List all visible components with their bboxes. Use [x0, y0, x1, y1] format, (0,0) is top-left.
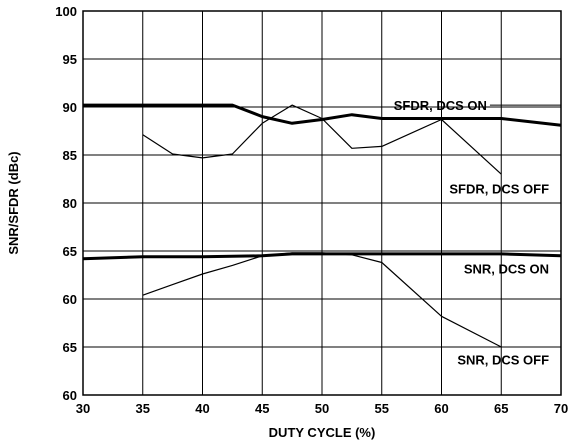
y-tick-label: 80 [63, 196, 77, 211]
x-tick-label: 40 [195, 401, 209, 416]
annotation-label: SFDR, DCS OFF [449, 182, 549, 197]
y-tick-label: 60 [63, 292, 77, 307]
y-tick-label: 60 [63, 388, 77, 403]
annotations: SFDR, DCS ON SFDR, DCS OFF SNR, DCS ON SNR,… [394, 98, 561, 367]
y-tick-label: 100 [55, 4, 77, 19]
series-line-snr-dcs-on [82, 252, 562, 261]
y-tick-label: 90 [63, 100, 77, 115]
y-tick-label: 85 [63, 148, 77, 163]
series-line-sfdr-dcs-off [142, 104, 502, 175]
y-axis-label: SNR/SFDR (dBc) [6, 151, 21, 254]
x-tick-label: 60 [434, 401, 448, 416]
plot-frame [82, 10, 562, 396]
x-tick-label: 55 [375, 401, 389, 416]
series-line-snr-dcs-off [142, 252, 502, 348]
x-tick-label: 30 [76, 401, 90, 416]
annotation-label: SNR, DCS OFF [457, 352, 549, 367]
annotation-label: SNR, DCS ON [464, 261, 549, 276]
y-tick-label: 65 [63, 340, 77, 355]
y-tick-label: 65 [63, 244, 77, 259]
x-axis-label: DUTY CYCLE (%) [269, 425, 376, 440]
x-tick-label: 45 [255, 401, 269, 416]
series-lines [82, 103, 562, 348]
grid-lines [83, 11, 561, 395]
x-tick-label: 70 [554, 401, 568, 416]
x-tick-label: 35 [136, 401, 150, 416]
series-line-sfdr-dcs-on [83, 103, 562, 127]
x-tick-labels: 30 35 40 45 50 55 60 65 70 [76, 401, 568, 416]
x-tick-label: 65 [494, 401, 508, 416]
y-tick-labels: 60 65 60 65 80 85 90 95 100 [55, 4, 77, 403]
annotation-label: SFDR, DCS ON [394, 98, 487, 113]
x-tick-label: 50 [315, 401, 329, 416]
y-tick-label: 95 [63, 52, 77, 67]
